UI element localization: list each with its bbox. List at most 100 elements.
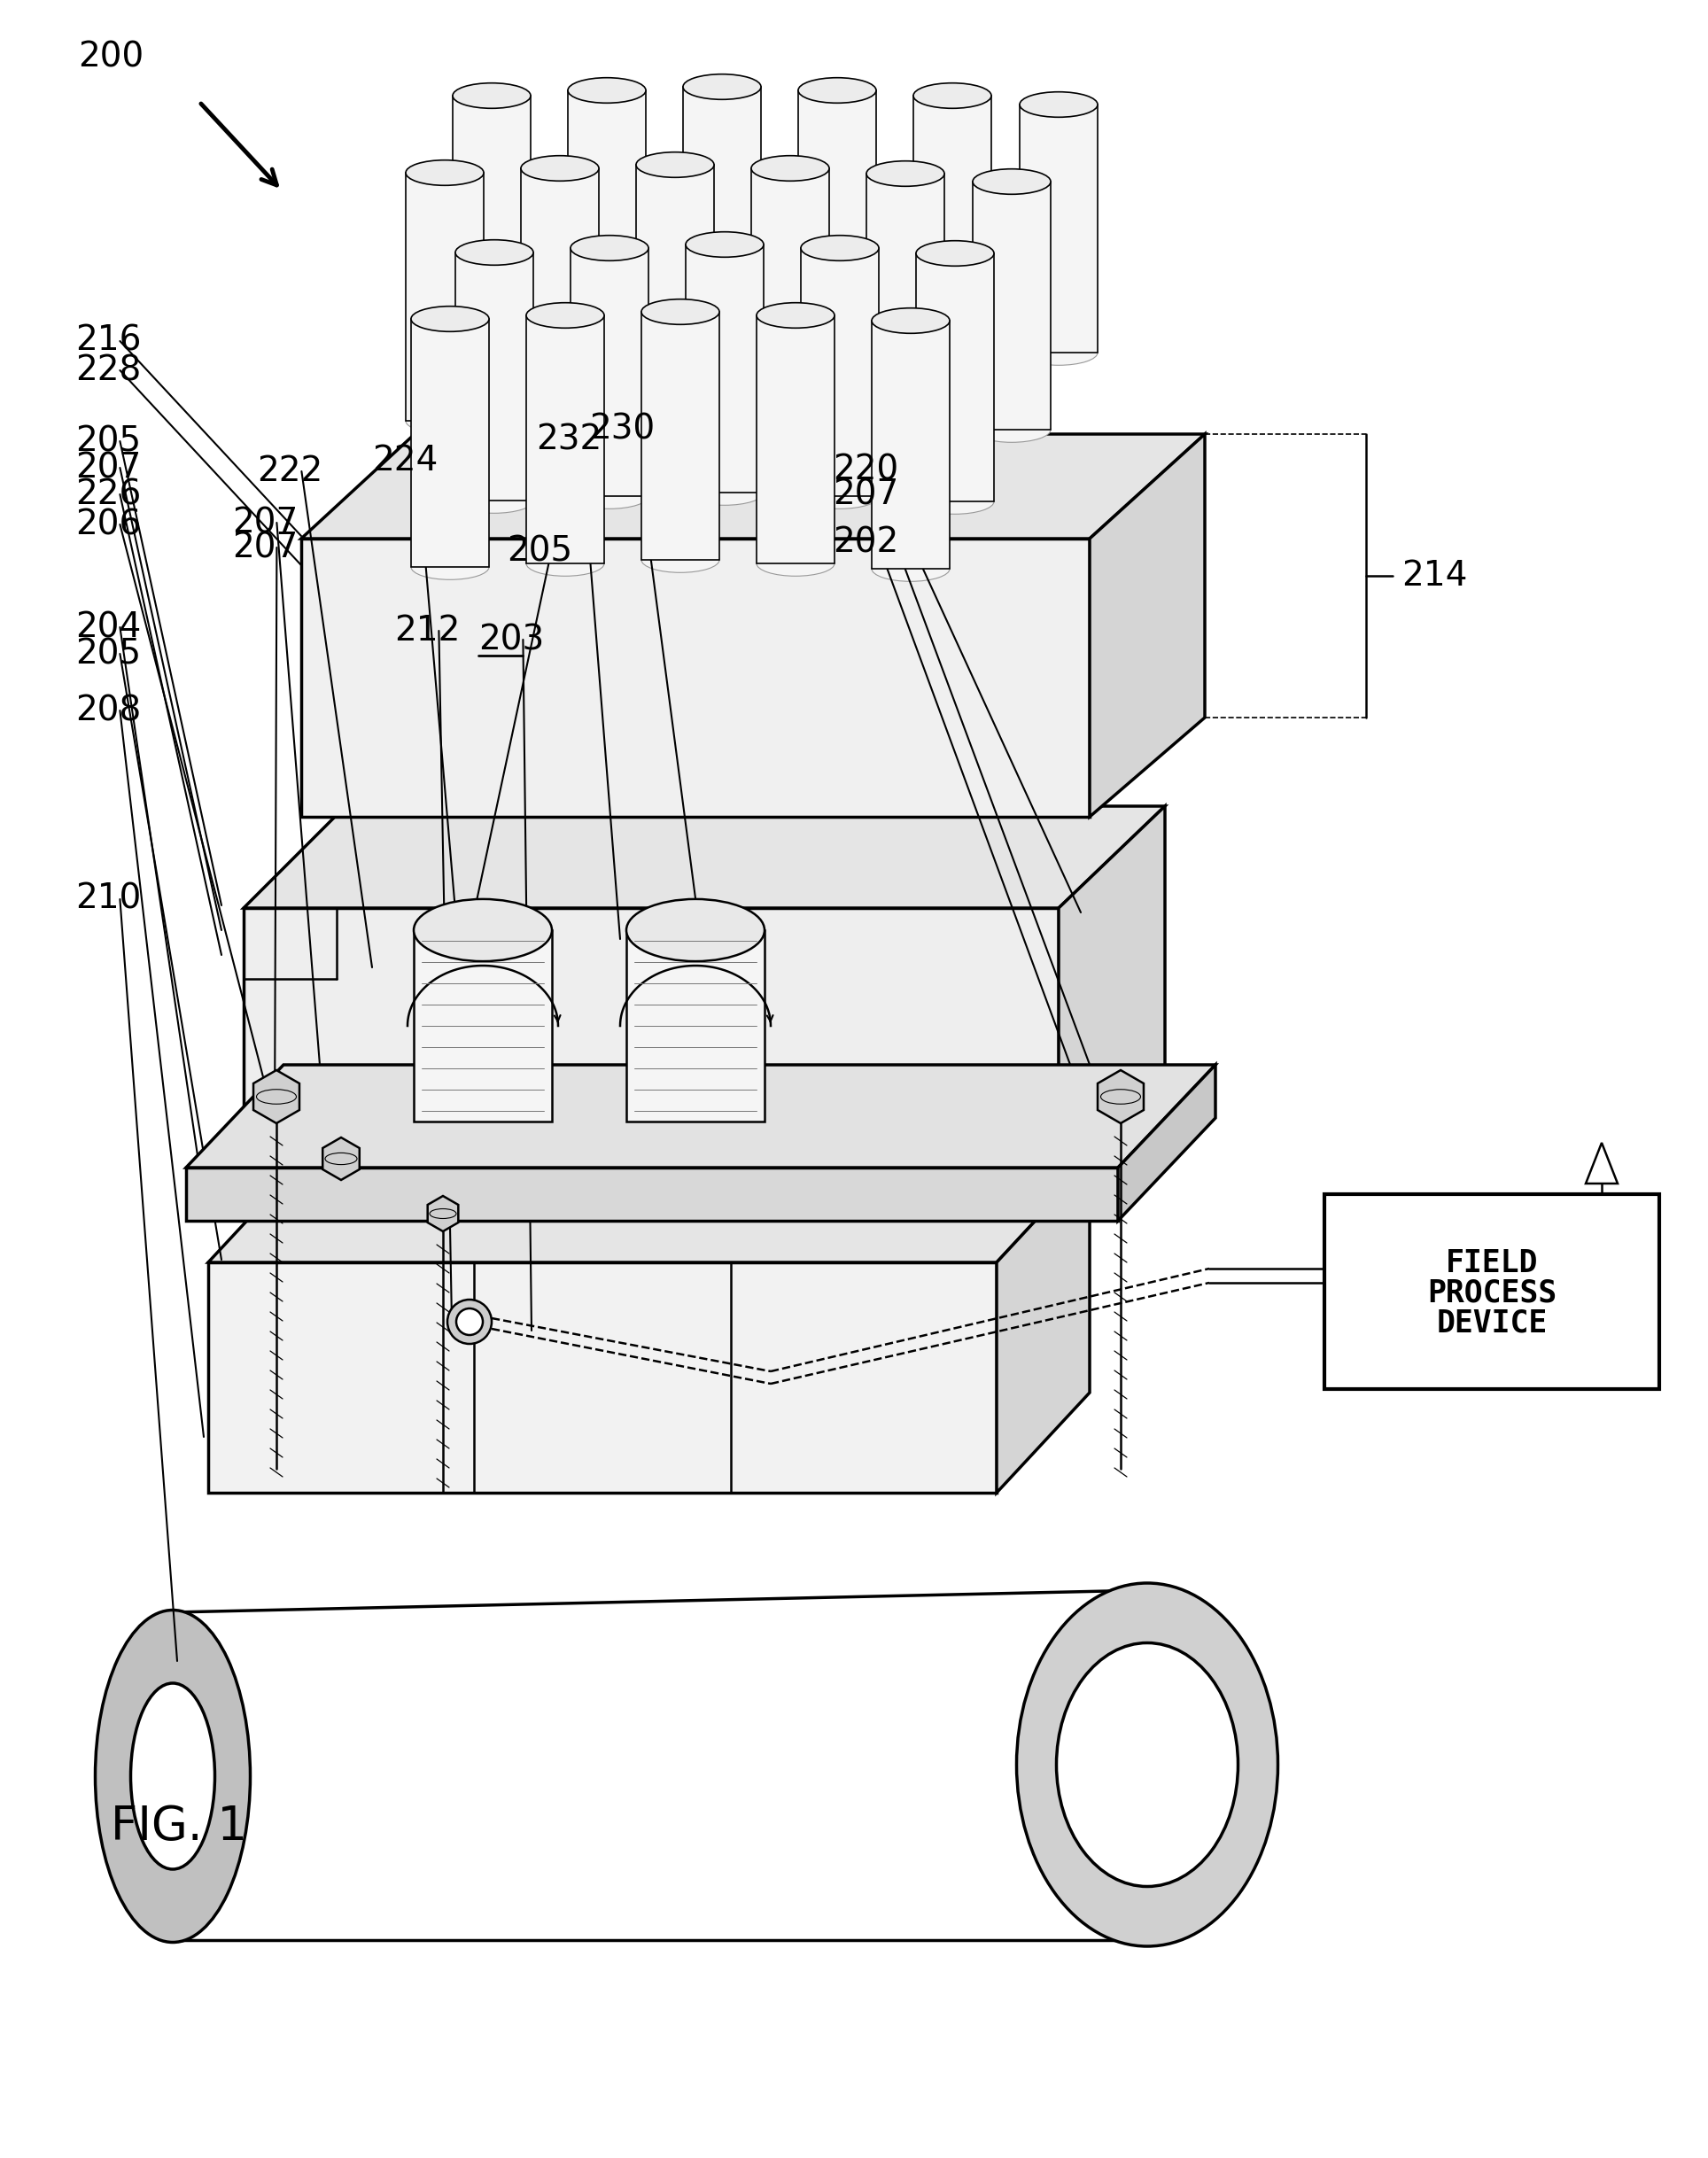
Text: 212: 212: [395, 613, 459, 647]
Text: 232: 232: [536, 423, 601, 455]
Ellipse shape: [413, 900, 552, 960]
Polygon shape: [866, 173, 945, 421]
Polygon shape: [456, 252, 533, 501]
Ellipse shape: [642, 300, 719, 324]
Polygon shape: [208, 1163, 1090, 1262]
Text: 202: 202: [834, 524, 898, 559]
Text: 204: 204: [75, 611, 142, 643]
Polygon shape: [412, 319, 488, 568]
Ellipse shape: [456, 240, 533, 265]
Ellipse shape: [683, 73, 762, 99]
Text: 207: 207: [75, 451, 142, 486]
Text: 222: 222: [256, 455, 323, 488]
Ellipse shape: [526, 302, 605, 328]
Polygon shape: [253, 1070, 299, 1124]
Ellipse shape: [1016, 1584, 1278, 1947]
Polygon shape: [798, 91, 876, 339]
Text: 207: 207: [232, 531, 297, 563]
Ellipse shape: [974, 168, 1050, 194]
Polygon shape: [1059, 807, 1165, 1167]
Ellipse shape: [570, 483, 649, 509]
Polygon shape: [413, 930, 552, 1122]
Ellipse shape: [757, 302, 835, 328]
Text: 228: 228: [75, 354, 142, 386]
Polygon shape: [1090, 434, 1204, 816]
Polygon shape: [1020, 104, 1098, 352]
Polygon shape: [1098, 1070, 1144, 1124]
Polygon shape: [627, 930, 765, 1122]
Ellipse shape: [1020, 341, 1098, 365]
Polygon shape: [526, 315, 605, 563]
Ellipse shape: [447, 1299, 492, 1344]
Text: 200: 200: [79, 41, 143, 73]
Polygon shape: [1119, 1064, 1216, 1221]
Text: 207: 207: [834, 477, 898, 511]
Ellipse shape: [914, 82, 991, 108]
Ellipse shape: [752, 155, 828, 181]
Ellipse shape: [757, 550, 835, 576]
Ellipse shape: [412, 306, 488, 332]
Polygon shape: [407, 173, 483, 421]
Ellipse shape: [570, 235, 649, 261]
Polygon shape: [186, 1064, 1216, 1167]
Ellipse shape: [407, 408, 483, 434]
Ellipse shape: [871, 557, 950, 581]
Polygon shape: [752, 168, 828, 416]
Ellipse shape: [866, 410, 945, 434]
Ellipse shape: [642, 548, 719, 572]
Ellipse shape: [801, 235, 880, 261]
Ellipse shape: [798, 78, 876, 104]
Ellipse shape: [871, 309, 950, 332]
Ellipse shape: [1020, 93, 1098, 117]
Text: 214: 214: [1402, 559, 1467, 593]
Text: 230: 230: [589, 412, 654, 445]
Ellipse shape: [456, 1308, 483, 1336]
Text: PROCESS: PROCESS: [1428, 1278, 1556, 1308]
Polygon shape: [914, 95, 991, 343]
Ellipse shape: [567, 78, 646, 104]
Ellipse shape: [453, 330, 531, 356]
Polygon shape: [974, 181, 1050, 429]
Ellipse shape: [752, 404, 828, 429]
Text: 208: 208: [75, 693, 142, 727]
Ellipse shape: [915, 242, 994, 265]
Polygon shape: [323, 1137, 359, 1180]
Polygon shape: [301, 540, 1090, 816]
Text: 210: 210: [75, 883, 142, 915]
Polygon shape: [871, 322, 950, 570]
Ellipse shape: [521, 155, 600, 181]
Ellipse shape: [974, 416, 1050, 442]
Polygon shape: [567, 91, 646, 339]
Text: 224: 224: [372, 445, 437, 477]
Polygon shape: [521, 168, 600, 416]
Polygon shape: [244, 909, 1059, 1167]
Ellipse shape: [798, 326, 876, 352]
Ellipse shape: [521, 404, 600, 429]
Polygon shape: [685, 244, 763, 492]
Ellipse shape: [685, 231, 763, 257]
Text: 205: 205: [75, 637, 142, 671]
Text: 226: 226: [75, 477, 142, 511]
Text: FIELD: FIELD: [1445, 1247, 1539, 1278]
Ellipse shape: [685, 479, 763, 505]
Text: 205: 205: [507, 535, 572, 568]
Ellipse shape: [683, 322, 762, 347]
Polygon shape: [915, 252, 994, 501]
Ellipse shape: [407, 160, 483, 186]
Polygon shape: [801, 248, 880, 496]
Ellipse shape: [412, 555, 488, 581]
Ellipse shape: [132, 1683, 215, 1869]
Polygon shape: [997, 1163, 1090, 1493]
Ellipse shape: [635, 151, 714, 177]
Polygon shape: [570, 248, 649, 496]
Polygon shape: [186, 1167, 1119, 1221]
Text: FIG. 1: FIG. 1: [111, 1804, 248, 1849]
Text: 216: 216: [75, 324, 142, 358]
Ellipse shape: [456, 488, 533, 514]
Text: 207: 207: [232, 505, 297, 540]
Polygon shape: [427, 1196, 458, 1232]
Text: 205: 205: [75, 425, 142, 457]
Polygon shape: [757, 315, 835, 563]
Ellipse shape: [567, 326, 646, 352]
Text: DEVICE: DEVICE: [1436, 1308, 1547, 1338]
